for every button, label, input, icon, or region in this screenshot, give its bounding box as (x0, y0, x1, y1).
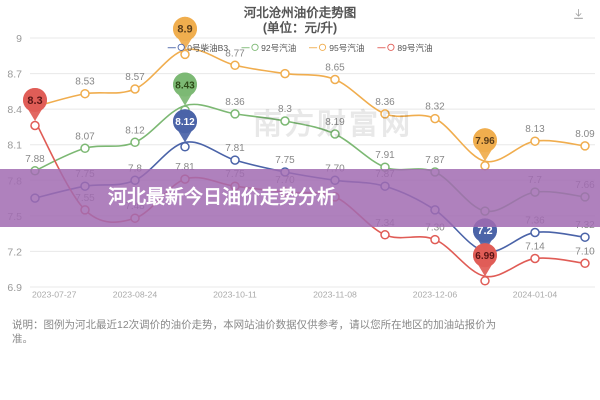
svg-text:7.87: 7.87 (425, 155, 445, 166)
svg-text:8.12: 8.12 (125, 125, 145, 136)
svg-text:2023-11-08: 2023-11-08 (313, 290, 357, 300)
svg-text:7.91: 7.91 (375, 150, 395, 161)
svg-text:8.43: 8.43 (175, 80, 195, 91)
svg-text:2023-12-06: 2023-12-06 (413, 290, 458, 300)
svg-text:2023-08-24: 2023-08-24 (113, 290, 158, 300)
svg-text:8.65: 8.65 (325, 63, 345, 74)
svg-text:8.36: 8.36 (225, 97, 245, 108)
svg-text:2024-01-04: 2024-01-04 (513, 290, 558, 300)
svg-text:7.88: 7.88 (25, 154, 45, 165)
svg-text:7.10: 7.10 (575, 246, 595, 257)
svg-text:8.53: 8.53 (75, 77, 95, 88)
svg-text:6.99: 6.99 (475, 251, 495, 262)
svg-text:8.57: 8.57 (125, 72, 145, 83)
svg-text:7.2: 7.2 (7, 246, 22, 258)
svg-text:8.4: 8.4 (7, 104, 22, 116)
svg-text:8.13: 8.13 (525, 124, 545, 135)
svg-text:2023-10-11: 2023-10-11 (213, 290, 257, 300)
svg-text:7.75: 7.75 (275, 155, 295, 166)
svg-text:8.09: 8.09 (575, 129, 595, 140)
svg-text:8.1: 8.1 (7, 140, 22, 152)
svg-text:6.9: 6.9 (7, 282, 22, 294)
svg-text:7.14: 7.14 (525, 242, 545, 253)
svg-text:8.12: 8.12 (175, 117, 195, 128)
svg-text:2023-07-27: 2023-07-27 (32, 290, 77, 300)
svg-text:8.3: 8.3 (27, 95, 42, 107)
svg-text:7.81: 7.81 (225, 143, 245, 154)
svg-text:7.2: 7.2 (477, 225, 492, 237)
svg-text:8.32: 8.32 (425, 102, 445, 113)
svg-text:8.07: 8.07 (75, 131, 95, 142)
svg-text:8.7: 8.7 (7, 69, 22, 81)
svg-text:7.96: 7.96 (475, 136, 495, 147)
